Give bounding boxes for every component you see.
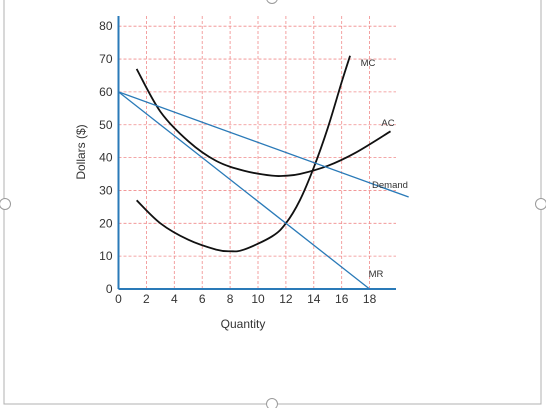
- x-tick-label: 4: [171, 292, 178, 306]
- y-tick-label: 0: [106, 282, 113, 296]
- resize-handle: [267, 0, 278, 4]
- resize-handle: [0, 199, 11, 210]
- x-tick-label: 18: [363, 292, 377, 306]
- y-tick-label: 10: [99, 249, 113, 263]
- x-axis-title: Quantity: [221, 317, 266, 331]
- series: [119, 56, 409, 289]
- series-label-mc: MC: [361, 58, 376, 69]
- y-tick-label: 60: [99, 85, 113, 99]
- y-tick-label: 50: [99, 118, 113, 132]
- y-tick-label: 40: [99, 151, 113, 165]
- x-tick-label: 6: [199, 292, 206, 306]
- resize-handle: [536, 199, 546, 210]
- series-mc-line: [137, 56, 350, 252]
- series-label-mr: MR: [369, 269, 384, 280]
- x-tick-label: 14: [307, 292, 321, 306]
- series-ac-line: [137, 69, 391, 176]
- y-tick-label: 80: [99, 19, 113, 33]
- y-tick-label: 20: [99, 216, 113, 230]
- x-tick-label: 0: [115, 292, 122, 306]
- series-label-ac: AC: [381, 118, 394, 129]
- series-demand-line: [119, 92, 409, 197]
- x-tick-label: 16: [335, 292, 349, 306]
- y-tick-label: 70: [99, 52, 113, 66]
- resize-handle: [267, 399, 278, 409]
- x-tick-label: 10: [251, 292, 265, 306]
- x-tick-label: 8: [227, 292, 234, 306]
- x-tick-label: 2: [143, 292, 150, 306]
- x-tick-label: 12: [279, 292, 293, 306]
- curve-labels: MC AC Demand MR: [361, 58, 408, 280]
- series-label-demand: Demand: [372, 180, 408, 191]
- figure-frame: [4, 0, 541, 404]
- y-axis-title: Dollars ($): [74, 124, 88, 179]
- y-tick-label: 30: [99, 183, 113, 197]
